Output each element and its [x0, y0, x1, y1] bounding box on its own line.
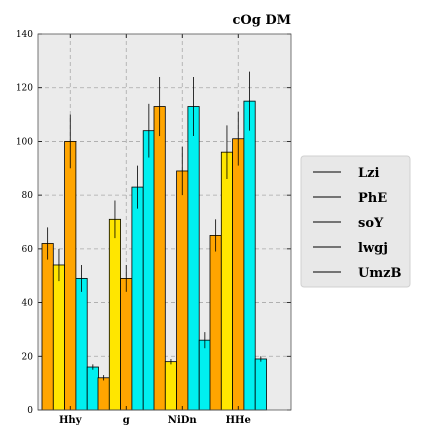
bar	[153, 106, 166, 411]
bar	[64, 141, 77, 411]
y-tick-label: 140	[16, 30, 33, 40]
bar	[176, 170, 189, 411]
bar	[209, 235, 222, 411]
y-tick-label: 40	[22, 299, 34, 309]
legend-box	[300, 155, 411, 288]
bar	[52, 264, 65, 411]
bar	[187, 106, 200, 411]
plot-frame	[37, 33, 292, 411]
bar	[131, 186, 144, 411]
x-tick-label: HHe	[226, 415, 251, 426]
bar	[75, 277, 88, 411]
legend-label: PhE	[358, 191, 387, 206]
y-tick-label: 60	[22, 245, 34, 255]
legend-label: UmzB	[358, 266, 401, 281]
bar	[120, 277, 133, 411]
bar	[232, 138, 245, 411]
y-tick-label: 100	[16, 137, 33, 147]
x-tick-label: g	[123, 415, 130, 426]
bar	[164, 361, 178, 411]
legend-label: soY	[358, 216, 384, 231]
legend-label: Lzi	[358, 166, 380, 181]
y-tick-label: 20	[22, 352, 34, 362]
y-tick-label: 0	[27, 406, 33, 416]
bar	[243, 100, 256, 411]
bar	[86, 366, 99, 411]
x-tick-label: NiDn	[168, 415, 198, 426]
bar	[220, 151, 234, 411]
bar	[41, 243, 54, 411]
y-tick-label: 80	[22, 191, 34, 201]
bar	[97, 377, 110, 411]
x-tick-label: Hhy	[59, 415, 83, 426]
bar	[108, 218, 122, 411]
chart-title: cOg DM	[232, 13, 291, 28]
legend-label: lwgj	[358, 241, 388, 256]
bar	[142, 130, 155, 411]
bar	[198, 339, 211, 411]
bar	[254, 358, 267, 411]
y-tick-label: 120	[16, 84, 33, 94]
